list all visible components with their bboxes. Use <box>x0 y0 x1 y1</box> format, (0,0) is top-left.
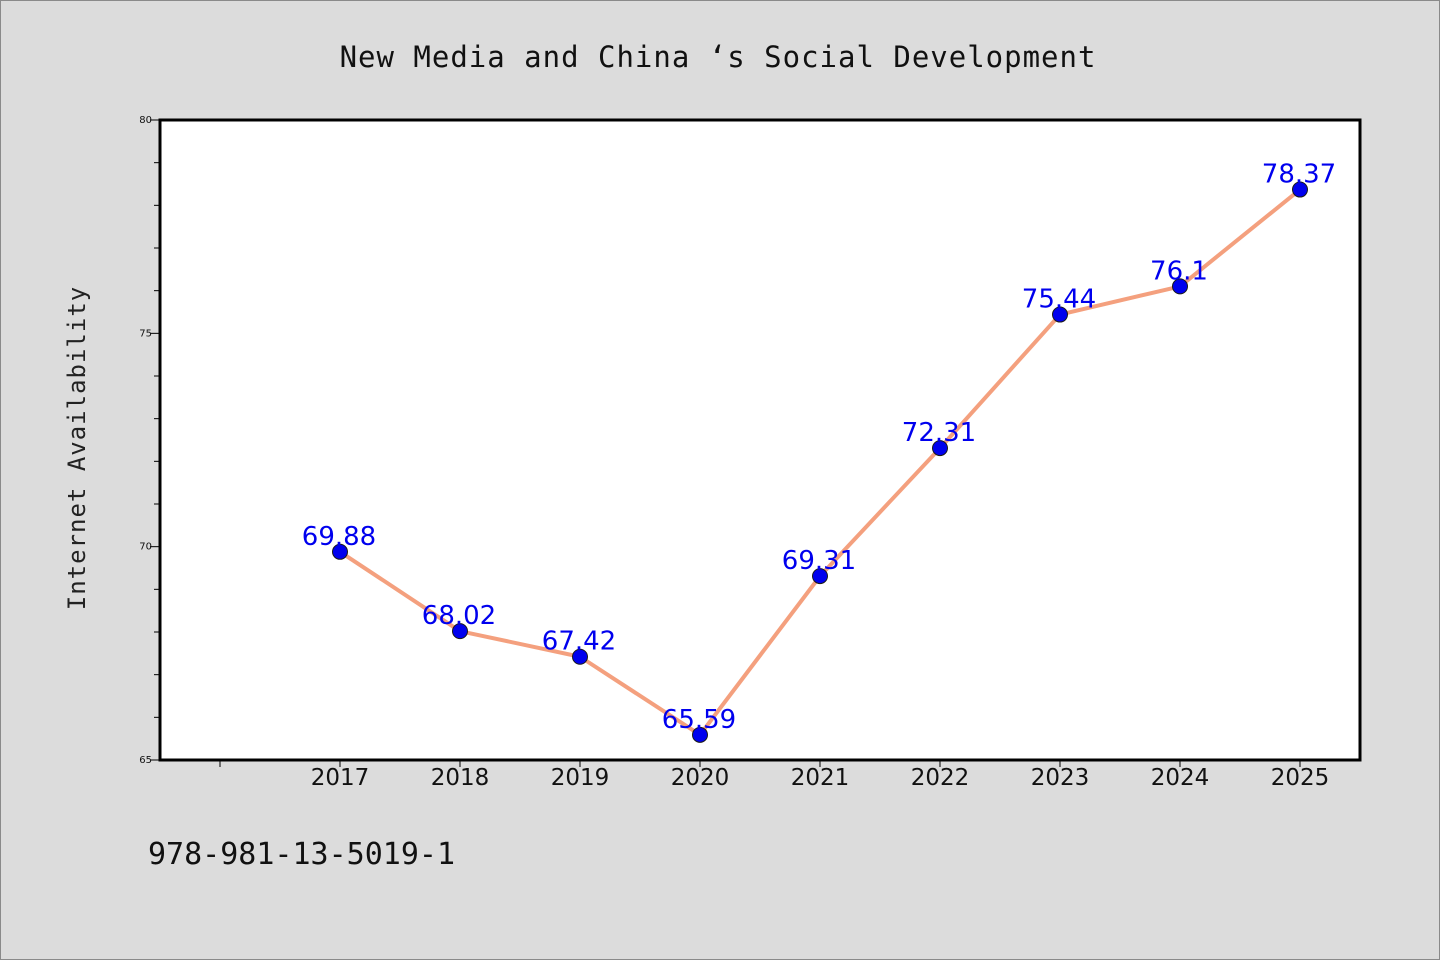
y-axis: 65 70 75 80 <box>139 115 160 766</box>
footnote-isbn: 978-981-13-5019-1 <box>148 837 455 872</box>
x-tick-label: 2025 <box>1271 765 1330 791</box>
plot-area <box>160 120 1360 760</box>
plot-border <box>158 118 1362 762</box>
data-point <box>812 568 828 585</box>
data-point <box>572 648 588 665</box>
data-point <box>932 440 948 457</box>
data-point <box>1052 306 1068 323</box>
y-axis-label: Internet Availability <box>63 286 91 610</box>
data-label: 75.44 <box>1022 285 1096 315</box>
x-tick-label: 2019 <box>551 765 610 791</box>
data-label: 69.31 <box>782 546 856 576</box>
y-tick-label: 80 <box>139 115 152 126</box>
x-tick-label: 2023 <box>1031 765 1090 791</box>
x-tick-label: 2024 <box>1151 765 1210 791</box>
data-point <box>452 623 468 640</box>
x-tick-label: 2017 <box>311 765 370 791</box>
data-point <box>1292 181 1308 198</box>
data-point <box>1172 278 1188 295</box>
data-label: 76.1 <box>1150 256 1208 286</box>
data-label: 67.42 <box>542 627 616 657</box>
y-tick-label: 70 <box>139 542 152 553</box>
data-label: 69.88 <box>302 522 376 552</box>
x-tick-label: 2018 <box>431 765 490 791</box>
data-label: 78.37 <box>1262 160 1336 190</box>
x-tick-label: 2022 <box>911 765 970 791</box>
data-labels: 69.88 68.02 67.42 65.59 69.31 72.31 75.44 76.1 7… <box>302 160 1336 735</box>
y-tick-label: 65 <box>139 755 152 766</box>
data-point <box>692 726 708 743</box>
data-label: 72.31 <box>902 418 976 448</box>
y-tick-label: 75 <box>139 328 152 339</box>
data-label: 68.02 <box>422 601 496 631</box>
data-points <box>332 181 1308 743</box>
data-label: 65.59 <box>662 705 736 735</box>
x-tick-label: 2021 <box>791 765 850 791</box>
x-tick-label: 2020 <box>671 765 730 791</box>
x-axis: 2017 2018 2019 2020 2021 2022 2023 2024 2025 <box>219 760 1330 791</box>
chart-title: New Media and China ‘s Social Developmen… <box>340 40 1097 74</box>
data-point <box>332 543 348 560</box>
